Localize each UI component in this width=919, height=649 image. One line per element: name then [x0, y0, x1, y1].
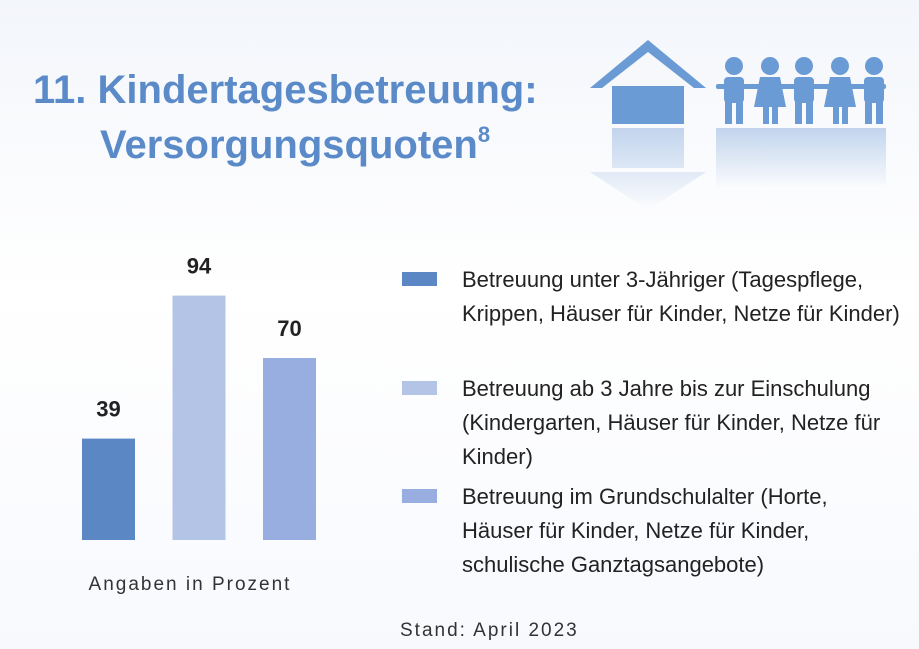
chart-title-line: Versorgungsquoten	[100, 123, 478, 167]
legend-label: Betreuung unter 3-Jähriger (Tagespflege,…	[462, 263, 902, 331]
bar	[173, 296, 226, 540]
source: Stand: April 2023	[400, 620, 579, 641]
chart-title: Versorgungsquoten8	[100, 122, 490, 167]
legend-swatch	[402, 381, 437, 395]
legend-swatch	[402, 489, 437, 503]
chart-title: 11. Kindertagesbetreuung:	[33, 68, 538, 112]
bar	[82, 439, 135, 540]
legend-label: Betreuung im Grundschulalter (Horte, Häu…	[462, 480, 902, 582]
footnote-mark: 8	[478, 122, 490, 147]
page: 11. Kindertagesbetreuung: Versorgungsquo…	[0, 0, 919, 649]
value-label: 94	[187, 254, 212, 279]
note: Angaben in Prozent	[89, 574, 292, 595]
legend-swatch	[402, 272, 437, 286]
value-label: 39	[96, 397, 120, 422]
bar	[263, 358, 316, 540]
value-label: 70	[277, 316, 301, 341]
icon	[590, 40, 886, 210]
legend-label: Betreuung ab 3 Jahre bis zur Einschulung…	[462, 372, 902, 474]
